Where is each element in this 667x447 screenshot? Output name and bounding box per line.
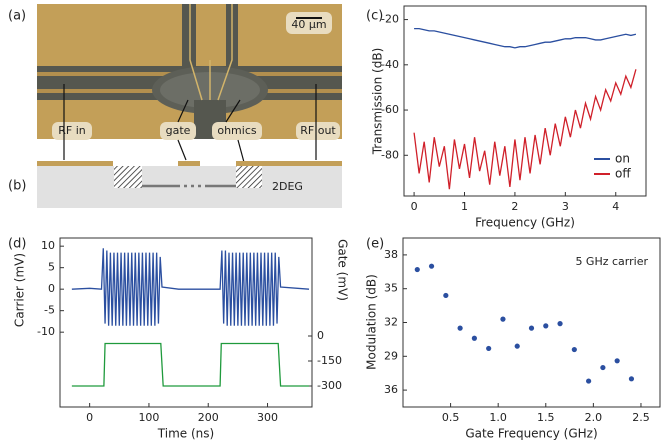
y-tick-label: -80 [381, 148, 399, 161]
y-tick-label: -10 [37, 325, 55, 338]
x-tick-label: 0.5 [442, 411, 460, 424]
scatter-point [614, 358, 620, 364]
scatter-point [571, 346, 577, 353]
y2-tick-label: 0 [317, 329, 324, 342]
plot-frame [403, 5, 647, 197]
x-tick-label: 2 [511, 200, 518, 213]
micrograph-label: RF out [300, 124, 336, 137]
scatter-point [414, 266, 420, 273]
scatter-point [471, 335, 477, 341]
x-tick-label: 2.0 [585, 411, 603, 424]
scatter-point [500, 316, 506, 322]
x-tick-label: 0 [86, 411, 93, 424]
scatter-point [557, 321, 563, 327]
y-tick-label: 35 [384, 282, 398, 295]
panel-label: (d) [8, 237, 26, 252]
scatter-point [428, 263, 435, 269]
x-tick-label: 3 [562, 200, 569, 213]
y-tick-label: 10 [41, 239, 55, 252]
legend-label: off [615, 167, 631, 181]
micrograph-label: gate [166, 124, 191, 137]
scatter-point [600, 364, 606, 371]
y-tick-label: 29 [384, 349, 398, 362]
y2-tick-label: -300 [317, 379, 342, 392]
plot-frame [59, 237, 313, 408]
scatter-point [443, 292, 449, 299]
x-tick-label: 200 [198, 411, 219, 424]
y-tick-label: -40 [381, 58, 399, 71]
series-line [71, 342, 310, 387]
y2-tick-label: -150 [317, 354, 342, 367]
panel-label: (e) [366, 237, 384, 252]
y-tick-label: 36 [384, 383, 398, 396]
scatter-point [528, 325, 535, 331]
y-axis-label: Carrier (mV) [13, 253, 27, 327]
y-tick-label: 0 [48, 282, 55, 295]
micrograph-label: ohmics [217, 124, 257, 137]
x-tick-label: 100 [138, 411, 159, 424]
micrograph-label: RF in [58, 124, 86, 137]
micrograph: 40 µm RF in gate ohmics RF out [37, 4, 342, 167]
scatter-point [486, 345, 492, 352]
panel-label: (c) [366, 9, 383, 24]
series-line [71, 248, 310, 326]
x-axis-label: Gate Frequency (GHz) [465, 427, 597, 441]
panel-label: (b) [8, 179, 26, 194]
x-axis-label: Time (ns) [157, 427, 214, 441]
series-line [413, 69, 637, 190]
y2-axis-label: Gate (mV) [336, 239, 350, 301]
y-tick-label: 38 [384, 248, 398, 261]
scatter-point [514, 343, 520, 349]
legend-label: on [615, 152, 630, 166]
y-tick-label: -60 [381, 103, 399, 116]
scatter-point [628, 376, 635, 382]
y-axis-label: Transmission (dB) [371, 48, 385, 156]
y-axis-label: Modulation (dB) [365, 274, 379, 370]
scatter-point [543, 323, 549, 329]
schematic: 2DEG [37, 161, 342, 208]
x-tick-label: 1 [461, 200, 468, 213]
x-tick-label: 1.5 [537, 411, 555, 424]
x-tick-label: 0 [411, 200, 418, 213]
y-tick-label: -5 [44, 304, 55, 317]
scatter-point [586, 378, 592, 384]
panel-label: (a) [8, 9, 26, 24]
x-tick-label: 300 [257, 411, 278, 424]
x-axis-label: Frequency (GHz) [475, 216, 575, 230]
annotation: 5 GHz carrier [575, 255, 648, 268]
x-tick-label: 2.5 [632, 411, 650, 424]
series-line [414, 27, 637, 49]
scale-bar: 40 µm [291, 18, 326, 31]
schematic-label: 2DEG [272, 180, 303, 193]
scatter-point [457, 325, 463, 331]
x-tick-label: 4 [612, 200, 619, 213]
y-tick-label: -20 [381, 13, 399, 26]
x-tick-label: 1.0 [489, 411, 507, 424]
y-tick-label: 32 [384, 316, 398, 329]
y-tick-label: 5 [48, 261, 55, 274]
